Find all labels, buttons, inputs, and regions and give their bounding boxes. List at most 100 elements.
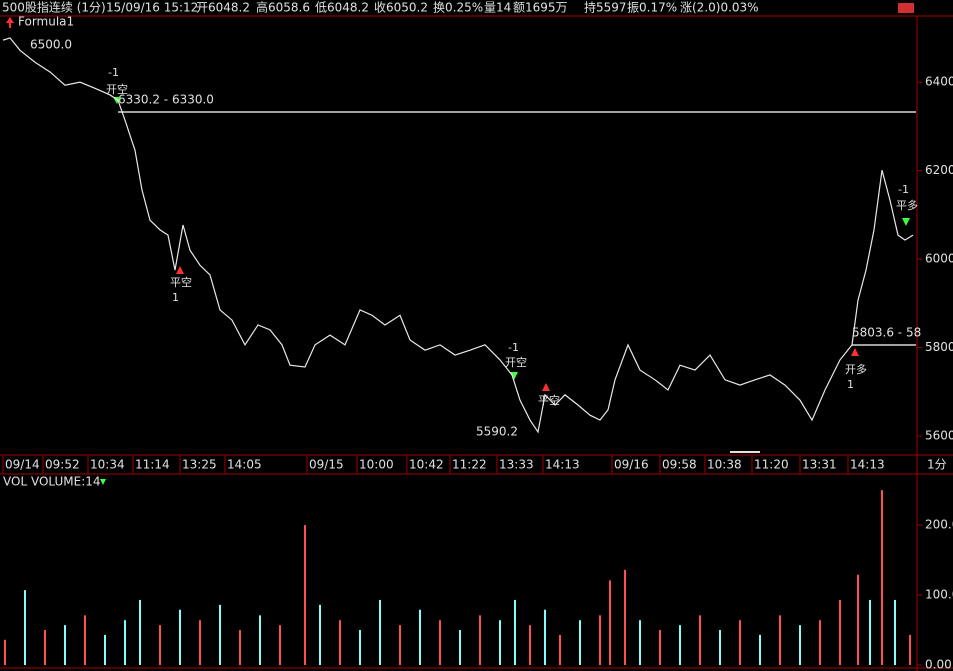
volume-bar — [759, 634, 761, 665]
signal-label: 1 — [172, 291, 179, 304]
volume-bar — [279, 625, 281, 665]
signal-label: 平空 — [170, 275, 192, 289]
y-tick-label: 0.00 — [925, 658, 952, 671]
x-unit: 1分 — [927, 458, 947, 472]
volume-bar — [4, 639, 6, 665]
volume-bar — [857, 574, 859, 665]
x-tick-label: 09/14 — [5, 458, 40, 472]
y-tick-label: 6000 — [925, 252, 953, 266]
signal-label: 开空 — [505, 355, 527, 369]
signal-label: 平空 — [538, 393, 560, 407]
volume-bar — [239, 630, 241, 665]
volume-bar — [259, 615, 261, 665]
price-line — [2, 37, 914, 434]
volume-bar — [499, 620, 501, 665]
y-tick-label: 5600 — [925, 428, 953, 442]
x-tick-label: 11:14 — [135, 458, 170, 472]
volume-bar — [514, 599, 516, 665]
volume-bar — [659, 630, 661, 665]
volume-bar — [44, 630, 46, 665]
price-annotation: 6330.2 - 6330.0 — [118, 93, 214, 107]
y-tick-label: 200.0 — [925, 518, 953, 532]
volume-bar — [124, 620, 126, 665]
volume-bar — [159, 625, 161, 665]
signal-label: -1 — [508, 341, 519, 354]
signal-label: 开多 — [845, 362, 867, 376]
x-tick-label: 14:13 — [850, 458, 885, 472]
x-tick-label: 09:52 — [45, 458, 80, 472]
y-tick-label: 6400 — [925, 75, 953, 89]
volume-bar — [319, 604, 321, 665]
header-field: 持5597 — [584, 0, 627, 15]
volume-bar — [179, 609, 181, 665]
price-annotation: 6500.0 — [30, 38, 72, 52]
toolbar-icon[interactable] — [898, 3, 914, 13]
legend-label: Formula1 — [18, 15, 74, 29]
volume-title: VOL VOLUME:14 — [3, 475, 101, 489]
header-field: 额1695万 — [513, 1, 568, 15]
volume-bar — [529, 625, 531, 665]
volume-bar — [199, 620, 201, 665]
scroll-indicator[interactable] — [730, 451, 760, 453]
volume-bar — [559, 634, 561, 665]
y-tick-label: 5800 — [925, 340, 953, 354]
y-tick-label: 6200 — [925, 163, 953, 177]
volume-arrow — [100, 479, 106, 485]
signal-arrow — [176, 266, 184, 274]
volume-bar — [64, 625, 66, 665]
signal-arrow — [902, 218, 910, 226]
volume-bar — [869, 599, 871, 665]
volume-bar — [379, 599, 381, 665]
header-field: 涨(2.0)0.03% — [680, 0, 759, 15]
signal-label: 平多 — [896, 198, 918, 212]
volume-bar — [739, 620, 741, 665]
frame — [0, 15, 953, 671]
volume-bar — [609, 580, 611, 665]
volume-bar — [819, 620, 821, 665]
signal-arrow — [542, 383, 550, 391]
header-field: 15/09/16 15:12 — [106, 1, 198, 15]
x-tick-label: 10:34 — [90, 458, 125, 472]
annotations: 6500.0 6330.2 - 6330.0 5590.2 5803.6 - 5… — [30, 38, 921, 439]
volume-bar — [699, 615, 701, 665]
volume-bar — [799, 625, 801, 665]
header-field: 换0.25% — [433, 1, 483, 15]
volume-bar — [894, 599, 896, 665]
header-field: 高6058.6 — [256, 0, 310, 15]
volume-bar — [579, 620, 581, 665]
x-tick-label: 11:20 — [754, 458, 789, 472]
signal-label: 1 — [847, 378, 854, 391]
header: 500股指连续 (1分) 15/09/16 15:12 开6048.2 高605… — [2, 0, 914, 15]
volume-bar — [84, 615, 86, 665]
x-tick-label: 09:58 — [662, 458, 697, 472]
header-field: 量14 — [484, 1, 511, 15]
volume-bar — [304, 525, 306, 665]
x-tick-label: 13:33 — [499, 458, 534, 472]
header-field: 振0.17% — [627, 1, 677, 15]
header-field: 开6048.2 — [196, 1, 250, 15]
x-tick-label: 09/16 — [614, 458, 649, 472]
volume-bar — [599, 615, 601, 665]
x-tick-label: 10:38 — [707, 458, 742, 472]
volume-bar — [881, 490, 883, 665]
x-tick-label: 09/15 — [309, 458, 344, 472]
x-tick-label: 10:00 — [359, 458, 394, 472]
volume-bar — [24, 590, 26, 665]
signal-label: -1 — [108, 66, 119, 79]
volume-bar — [439, 620, 441, 665]
x-tick-label: 13:25 — [182, 458, 217, 472]
volume-bar — [779, 615, 781, 665]
price-annotation: 5803.6 - 58 — [852, 326, 921, 340]
header-field: 500股指连续 (1分) — [2, 0, 106, 15]
volume-bar — [139, 599, 141, 665]
volume-bar — [419, 609, 421, 665]
signal-arrow — [851, 348, 859, 356]
volume-bar — [909, 634, 911, 665]
x-tick-label: 13:31 — [802, 458, 837, 472]
legend-arrow — [6, 17, 14, 28]
volume-bar — [679, 625, 681, 665]
volume-bar — [104, 634, 106, 665]
volume-bar — [399, 625, 401, 665]
volume-bar — [339, 620, 341, 665]
